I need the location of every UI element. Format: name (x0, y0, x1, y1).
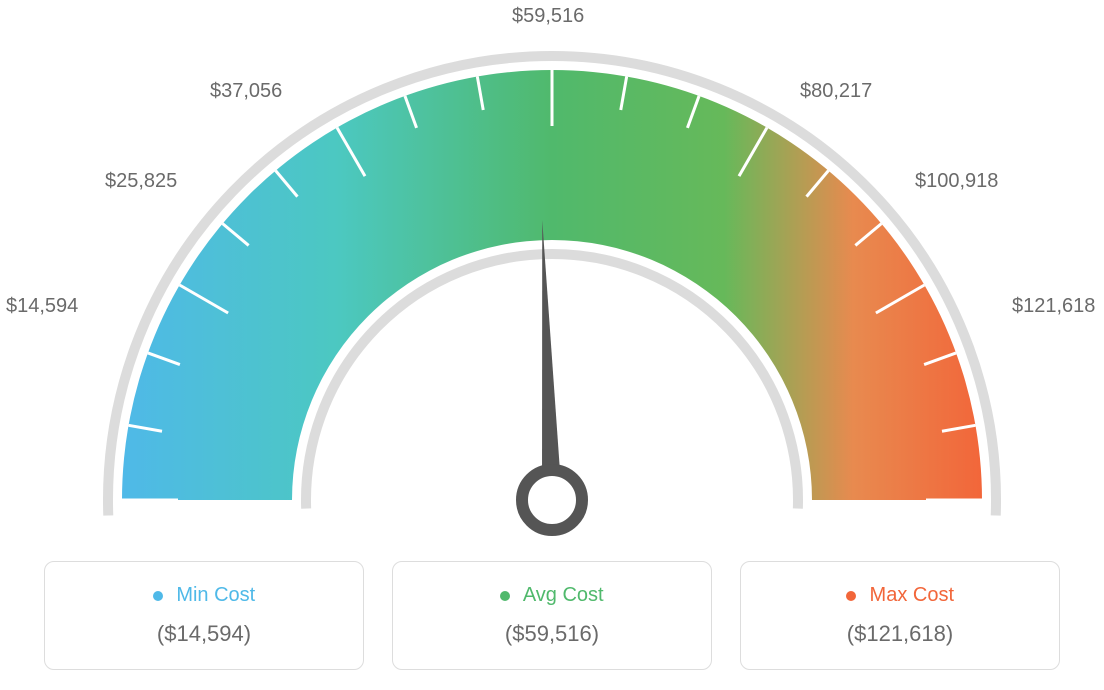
scale-label: $100,918 (915, 170, 998, 193)
dot-icon (153, 591, 163, 601)
legend-title-avg: Avg Cost (403, 584, 701, 607)
scale-label: $121,618 (1012, 295, 1095, 318)
scale-label: $14,594 (6, 295, 78, 318)
legend-title-min: Min Cost (55, 584, 353, 607)
legend-value-max: ($121,618) (751, 621, 1049, 647)
legend-label: Min Cost (176, 584, 255, 606)
legend-row: Min Cost ($14,594) Avg Cost ($59,516) Ma… (0, 561, 1104, 670)
legend-title-max: Max Cost (751, 584, 1049, 607)
legend-card-min: Min Cost ($14,594) (44, 561, 364, 670)
legend-card-avg: Avg Cost ($59,516) (392, 561, 712, 670)
dot-icon (846, 591, 856, 601)
legend-card-max: Max Cost ($121,618) (740, 561, 1060, 670)
legend-label: Avg Cost (523, 584, 604, 606)
gauge-chart: $14,594 $25,825 $37,056 $59,516 $80,217 $100,… (0, 0, 1104, 540)
scale-label: $59,516 (512, 5, 584, 28)
legend-value-avg: ($59,516) (403, 621, 701, 647)
gauge-svg (62, 30, 1042, 550)
scale-label: $37,056 (210, 80, 282, 103)
legend-label: Max Cost (870, 584, 954, 606)
legend-value-min: ($14,594) (55, 621, 353, 647)
scale-label: $25,825 (105, 170, 177, 193)
scale-label: $80,217 (800, 80, 872, 103)
dot-icon (500, 591, 510, 601)
